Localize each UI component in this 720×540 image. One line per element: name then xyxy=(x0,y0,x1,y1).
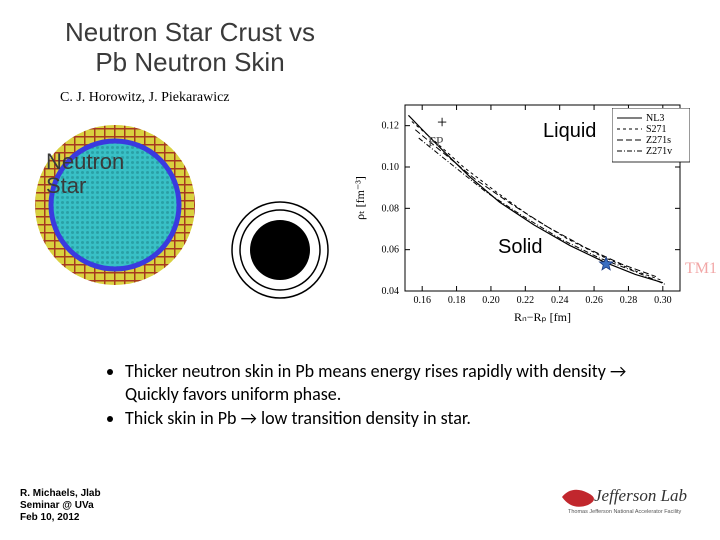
neutron-star-svg xyxy=(30,120,200,290)
svg-text:0.22: 0.22 xyxy=(517,295,535,306)
authors: C. J. Horowitz, J. Piekarawicz xyxy=(60,90,230,106)
fp-label: FP xyxy=(428,135,444,151)
bullet-2: Thick skin in Pb → low transition densit… xyxy=(125,407,665,430)
svg-text:0.20: 0.20 xyxy=(482,295,500,306)
fp-plus-marker: + xyxy=(437,112,447,133)
jlab-subtext: Thomas Jefferson National Accelerator Fa… xyxy=(568,509,682,515)
svg-text:NL3: NL3 xyxy=(646,113,664,124)
bullet-1: Thicker neutron skin in Pb means energy … xyxy=(125,360,665,405)
neutron-star-label: Neutron Star xyxy=(46,150,124,198)
chart-legend: NL3S271Z271sZ271v xyxy=(612,108,690,169)
title-line1: Neutron Star Crust vs xyxy=(65,17,315,47)
svg-text:Z271v: Z271v xyxy=(646,146,672,157)
bullet-list: Thicker neutron skin in Pb means energy … xyxy=(105,360,665,432)
svg-text:ρₜ [fm⁻³]: ρₜ [fm⁻³] xyxy=(353,176,367,220)
svg-text:0.18: 0.18 xyxy=(448,295,466,306)
svg-text:Rₙ−Rₚ [fm]: Rₙ−Rₚ [fm] xyxy=(514,310,571,324)
page-title: Neutron Star Crust vs Pb Neutron Skin xyxy=(40,18,340,78)
svg-text:Z271s: Z271s xyxy=(646,135,671,146)
jlab-logo: Jefferson Lab Thomas Jefferson National … xyxy=(560,483,700,524)
svg-text:S271: S271 xyxy=(646,124,667,135)
svg-text:0.30: 0.30 xyxy=(654,295,672,306)
title-line2: Pb Neutron Skin xyxy=(95,47,284,77)
jlab-logo-svg: Jefferson Lab Thomas Jefferson National … xyxy=(560,483,700,519)
svg-text:0.04: 0.04 xyxy=(382,286,400,297)
svg-text:0.16: 0.16 xyxy=(413,295,431,306)
svg-text:0.06: 0.06 xyxy=(382,245,400,256)
svg-text:0.26: 0.26 xyxy=(585,295,603,306)
svg-text:0.28: 0.28 xyxy=(620,295,638,306)
jlab-swoosh-icon xyxy=(562,490,594,507)
legend-svg: NL3S271Z271sZ271v xyxy=(612,108,690,164)
svg-text:0.24: 0.24 xyxy=(551,295,569,306)
svg-text:0.10: 0.10 xyxy=(382,162,400,173)
svg-text:0.08: 0.08 xyxy=(382,203,400,214)
solid-label: Solid xyxy=(498,236,542,259)
liquid-label: Liquid xyxy=(543,120,596,143)
jlab-text: Jefferson Lab xyxy=(594,486,687,505)
neutron-star-diagram xyxy=(30,120,200,295)
footer-credit: R. Michaels, Jlab Seminar @ UVa Feb 10, … xyxy=(20,488,101,524)
tm1-label: TM1 xyxy=(685,260,717,278)
svg-text:0.12: 0.12 xyxy=(382,121,400,132)
pb-label: 208Pb xyxy=(258,233,297,258)
